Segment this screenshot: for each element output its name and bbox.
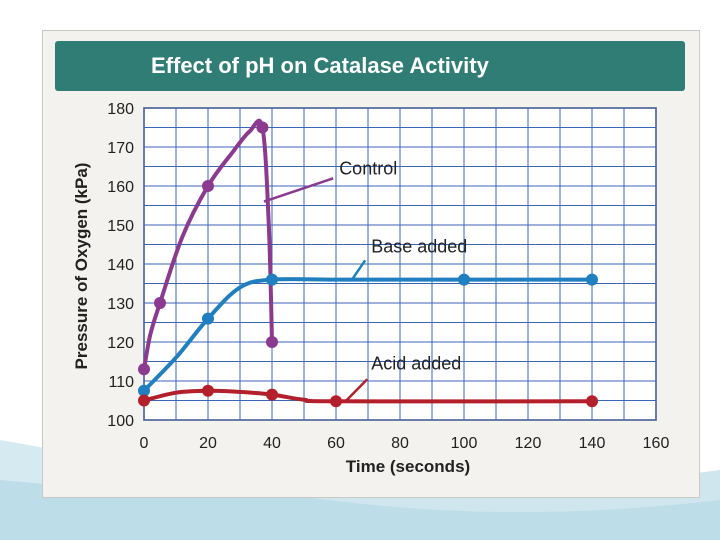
chart-title: Effect of pH on Catalase Activity [55, 41, 685, 91]
y-tick-label: 150 [107, 218, 134, 235]
grid [143, 107, 657, 421]
data-point-base-added [202, 312, 214, 325]
annotations: Control Base added Acid added [263, 158, 467, 403]
data-point-base-added [138, 384, 150, 397]
data-point-control [266, 336, 278, 348]
x-tick-label: 20 [199, 435, 217, 452]
x-tick-label: 160 [643, 435, 670, 452]
y-tick-labels: 100 110 120 130 140 150 160 170 180 [107, 101, 134, 430]
x-tick-label: 100 [451, 435, 478, 452]
series-points [138, 121, 598, 408]
annotation-leader [344, 378, 369, 403]
y-tick-label: 120 [107, 335, 134, 352]
annotation-leader [263, 177, 334, 203]
x-axis-label: Time (seconds) [346, 457, 470, 476]
y-tick-label: 160 [107, 179, 134, 196]
annotation-label: Control [339, 158, 397, 178]
data-point-acid-added [202, 384, 214, 397]
y-tick-label: 170 [107, 140, 134, 157]
data-point-acid-added [586, 395, 598, 408]
data-point-base-added [586, 273, 598, 286]
x-tick-label: 80 [391, 435, 409, 452]
data-point-base-added [458, 273, 470, 286]
x-tick-label: 140 [579, 435, 606, 452]
x-tick-labels: 0 20 40 60 80 100 120 140 160 [140, 435, 670, 452]
x-tick-label: 40 [263, 435, 281, 452]
y-tick-label: 180 [107, 101, 134, 118]
y-tick-label: 130 [107, 296, 134, 313]
x-tick-label: 120 [515, 435, 542, 452]
data-point-control [202, 180, 214, 192]
annotation-label: Base added [371, 236, 467, 256]
y-tick-label: 110 [108, 374, 134, 391]
data-point-acid-added [330, 395, 342, 408]
annotation-label: Acid added [371, 353, 461, 373]
data-point-control [256, 121, 269, 134]
y-tick-label: 140 [107, 257, 134, 274]
data-point-acid-added [266, 388, 278, 401]
data-point-control [138, 363, 150, 376]
x-tick-label: 0 [140, 435, 149, 452]
x-tick-label: 60 [327, 435, 345, 452]
y-tick-label: 100 [107, 413, 134, 430]
series-line-control [142, 118, 274, 372]
data-point-base-added [266, 273, 278, 286]
data-point-control [154, 297, 166, 309]
data-point-acid-added [138, 394, 150, 407]
y-axis-label: Pressure of Oxygen (kPa) [72, 163, 91, 370]
annotation-leader [350, 259, 367, 281]
